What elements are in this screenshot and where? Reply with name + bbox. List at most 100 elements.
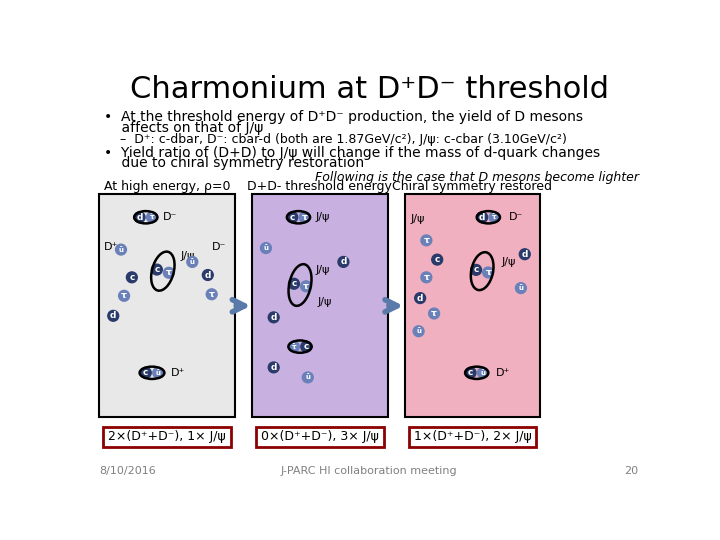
FancyBboxPatch shape bbox=[99, 194, 235, 417]
Text: ū: ū bbox=[156, 370, 161, 376]
Text: Chiral symmetry restored: Chiral symmetry restored bbox=[392, 180, 552, 193]
Text: D⁻: D⁻ bbox=[509, 212, 523, 222]
Text: c: c bbox=[473, 265, 479, 274]
Circle shape bbox=[428, 308, 439, 319]
Circle shape bbox=[471, 265, 482, 275]
Circle shape bbox=[134, 212, 145, 222]
Text: At high energy, ρ=0: At high energy, ρ=0 bbox=[104, 180, 230, 193]
Text: J/ψ: J/ψ bbox=[502, 257, 516, 267]
Text: d: d bbox=[271, 313, 277, 322]
Text: c: c bbox=[129, 273, 135, 282]
FancyBboxPatch shape bbox=[405, 194, 540, 417]
Text: 2×(D⁺+D⁻), 1× J/ψ: 2×(D⁺+D⁻), 1× J/ψ bbox=[108, 430, 226, 443]
Text: Charmonium at D⁺D⁻ threshold: Charmonium at D⁺D⁻ threshold bbox=[130, 75, 608, 104]
Text: D⁺: D⁺ bbox=[171, 368, 185, 378]
FancyBboxPatch shape bbox=[256, 427, 384, 447]
Circle shape bbox=[301, 281, 312, 292]
Text: 20: 20 bbox=[624, 467, 639, 476]
Text: 8/10/2016: 8/10/2016 bbox=[99, 467, 156, 476]
Text: c: c bbox=[304, 342, 309, 351]
Text: ū: ū bbox=[264, 245, 269, 251]
Text: c: c bbox=[468, 368, 473, 377]
Circle shape bbox=[140, 367, 151, 378]
Text: J/ψ: J/ψ bbox=[411, 214, 426, 224]
Text: c: c bbox=[289, 213, 295, 222]
Text: –  D⁺: c-dbar, D⁻: cbar-d (both are 1.87GeV/c²), J/ψ: c-cbar (3.10GeV/c²): – D⁺: c-dbar, D⁻: cbar-d (both are 1.87G… bbox=[112, 133, 567, 146]
Text: τ̄: τ̄ bbox=[292, 343, 296, 349]
Text: •  At the threshold energy of D⁺D⁻ production, the yield of D mesons: • At the threshold energy of D⁺D⁻ produc… bbox=[104, 110, 583, 124]
Text: J/ψ: J/ψ bbox=[315, 212, 330, 222]
Circle shape bbox=[465, 367, 476, 378]
Circle shape bbox=[421, 272, 432, 283]
Circle shape bbox=[300, 212, 310, 222]
Text: 1×(D⁺+D⁻), 2× J/ψ: 1×(D⁺+D⁻), 2× J/ψ bbox=[413, 430, 531, 443]
Text: c: c bbox=[143, 368, 148, 377]
Text: J-PARC HI collaboration meeting: J-PARC HI collaboration meeting bbox=[281, 467, 457, 476]
Text: •  Yield ratio of (D+D) to J/ψ will change if the mass of d-quark changes: • Yield ratio of (D+D) to J/ψ will chang… bbox=[104, 146, 600, 160]
FancyBboxPatch shape bbox=[252, 194, 387, 417]
Text: ū: ū bbox=[416, 328, 421, 334]
Circle shape bbox=[483, 267, 494, 278]
Circle shape bbox=[187, 256, 198, 267]
Text: ū: ū bbox=[480, 370, 485, 376]
Text: τ: τ bbox=[423, 236, 429, 245]
Circle shape bbox=[287, 212, 297, 222]
Circle shape bbox=[269, 312, 279, 323]
Text: τ̄: τ̄ bbox=[492, 214, 497, 220]
Circle shape bbox=[147, 212, 158, 222]
Text: D⁺: D⁺ bbox=[496, 368, 510, 378]
Circle shape bbox=[489, 212, 500, 222]
Circle shape bbox=[302, 372, 313, 383]
Text: τ: τ bbox=[485, 268, 491, 277]
Circle shape bbox=[289, 341, 300, 352]
Text: c: c bbox=[154, 265, 160, 274]
Text: d: d bbox=[271, 363, 277, 372]
Circle shape bbox=[269, 362, 279, 373]
Text: J/ψ: J/ψ bbox=[181, 251, 195, 261]
Circle shape bbox=[432, 254, 443, 265]
Circle shape bbox=[116, 244, 127, 255]
Text: ū: ū bbox=[305, 374, 310, 380]
Circle shape bbox=[519, 249, 530, 260]
FancyBboxPatch shape bbox=[408, 427, 536, 447]
Circle shape bbox=[415, 293, 426, 303]
Text: d: d bbox=[521, 249, 528, 259]
Circle shape bbox=[477, 367, 488, 378]
Circle shape bbox=[421, 235, 432, 246]
Circle shape bbox=[119, 291, 130, 301]
Text: D⁻: D⁻ bbox=[163, 212, 177, 222]
Text: D⁺: D⁺ bbox=[104, 241, 118, 252]
Text: ū: ū bbox=[190, 259, 195, 265]
Text: ū: ū bbox=[119, 247, 124, 253]
Text: ū: ū bbox=[518, 285, 523, 291]
Circle shape bbox=[153, 367, 163, 378]
Text: τ: τ bbox=[166, 268, 172, 277]
Circle shape bbox=[477, 212, 487, 222]
Circle shape bbox=[301, 341, 312, 352]
Text: J/ψ: J/ψ bbox=[318, 297, 332, 307]
Text: τ: τ bbox=[303, 282, 309, 291]
Text: c: c bbox=[292, 279, 297, 288]
Circle shape bbox=[516, 283, 526, 294]
Text: D⁻: D⁻ bbox=[212, 241, 226, 252]
Circle shape bbox=[338, 256, 349, 267]
Text: τ: τ bbox=[302, 213, 307, 222]
Text: d: d bbox=[110, 312, 117, 320]
Text: affects on that of J/ψ: affects on that of J/ψ bbox=[104, 121, 264, 135]
Circle shape bbox=[202, 269, 213, 280]
Circle shape bbox=[206, 289, 217, 300]
Circle shape bbox=[163, 267, 174, 278]
Text: τ: τ bbox=[431, 309, 437, 318]
Text: due to chiral symmetry restoration: due to chiral symmetry restoration bbox=[104, 157, 364, 170]
Text: 0×(D⁺+D⁻), 3× J/ψ: 0×(D⁺+D⁻), 3× J/ψ bbox=[261, 430, 379, 443]
Circle shape bbox=[151, 264, 162, 275]
Text: D+D- threshold energy: D+D- threshold energy bbox=[248, 180, 392, 193]
Text: τ: τ bbox=[209, 290, 215, 299]
Text: τ: τ bbox=[121, 291, 127, 300]
Text: d: d bbox=[479, 213, 485, 222]
Text: d: d bbox=[417, 294, 423, 302]
Circle shape bbox=[261, 242, 271, 253]
Circle shape bbox=[108, 310, 119, 321]
Text: d: d bbox=[341, 258, 346, 266]
Text: Following is the case that D mesons become lighter: Following is the case that D mesons beco… bbox=[315, 172, 639, 185]
